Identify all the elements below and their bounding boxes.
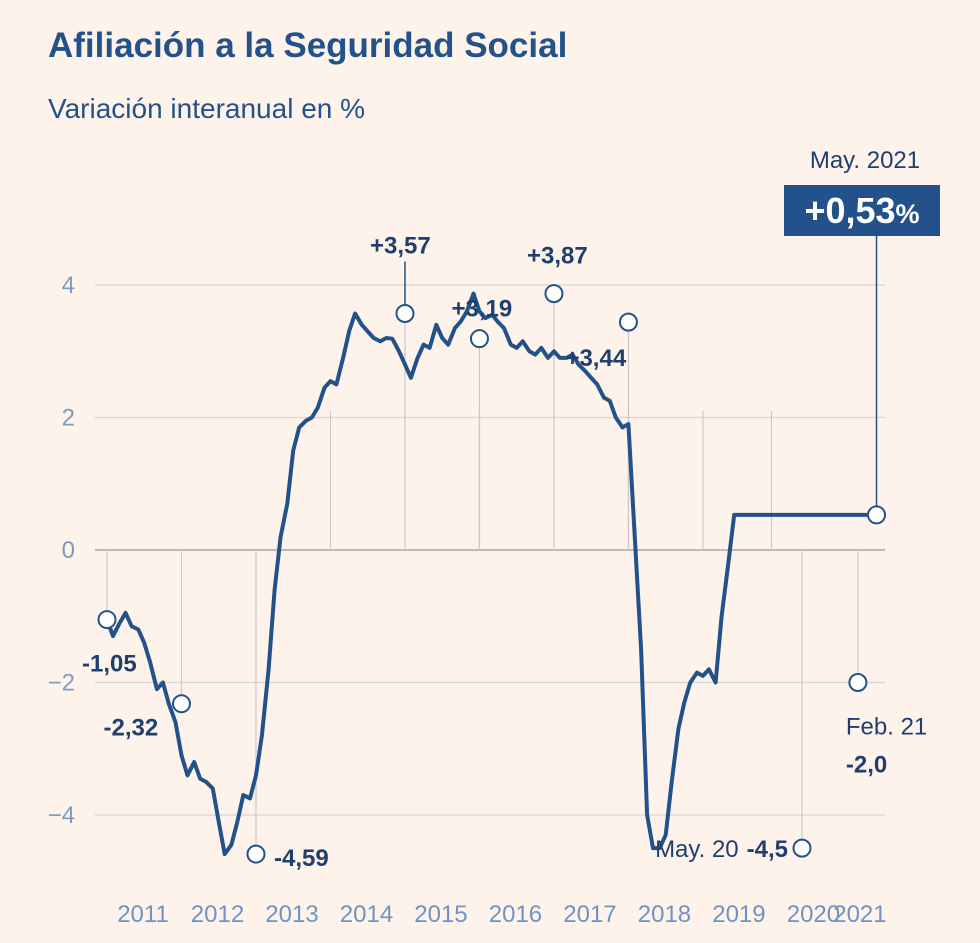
chart-subtitle: Variación interanual en % xyxy=(48,93,365,124)
highlight-text: +0,53% xyxy=(804,190,919,231)
marker-layer xyxy=(97,284,887,864)
chart-title: Afiliación a la Seguridad Social xyxy=(48,26,567,65)
annotation-layer: -1,05 -2,32 -4,59 +3,57 +3,19 +3,87 +3,44 May. … xyxy=(82,147,940,872)
grid xyxy=(95,284,885,855)
data-point-marker xyxy=(469,329,489,349)
x-tick-label: 2015 xyxy=(414,901,467,928)
annotation-value: -2,32 xyxy=(103,715,158,742)
data-point-marker xyxy=(618,312,638,332)
annotation-value: +3,44 xyxy=(565,345,626,372)
x-tick-label: 2021 xyxy=(833,901,886,928)
annotation-value: +3,19 xyxy=(451,296,512,323)
highlight-value: +0,53 xyxy=(804,190,895,231)
series-layer xyxy=(105,236,879,857)
y-tick-label: 4 xyxy=(62,272,75,299)
data-point-marker xyxy=(792,838,812,858)
highlight-period: May. 2021 xyxy=(810,147,920,174)
x-tick-label: 2012 xyxy=(191,901,244,928)
x-tick-label: 2013 xyxy=(265,901,318,928)
y-axis: 4 2 0 −2 −4 xyxy=(48,272,75,829)
y-tick-label: −2 xyxy=(48,670,75,697)
annotation-text: May. 20 -4,5 xyxy=(655,836,788,863)
x-tick-label: 2019 xyxy=(712,901,765,928)
x-tick-label: 2020 xyxy=(787,901,840,928)
data-point-marker xyxy=(848,673,868,692)
annotation-value: -4,59 xyxy=(274,845,329,872)
annotation-value: -1,05 xyxy=(82,651,137,678)
highlight-unit: % xyxy=(896,199,920,229)
x-tick-label: 2017 xyxy=(563,901,616,928)
highlight-box xyxy=(784,185,940,236)
annotation-period: Feb. 21 xyxy=(846,714,927,741)
x-tick-label: 2011 xyxy=(117,901,169,928)
data-point-marker xyxy=(395,303,415,323)
y-tick-label: 2 xyxy=(62,405,75,432)
data-point-marker xyxy=(867,505,887,525)
y-tick-label: −4 xyxy=(48,802,75,829)
data-point-marker xyxy=(97,610,117,630)
y-tick-label: 0 xyxy=(62,537,75,564)
x-tick-label: 2014 xyxy=(340,901,393,928)
x-tick-label: 2016 xyxy=(489,901,542,928)
x-axis: 2011 2012 2013 2014 2015 2016 2017 2018 2019 2020… xyxy=(117,901,886,928)
annotation-value: +3,57 xyxy=(370,232,431,259)
data-point-marker xyxy=(246,844,266,864)
annotation-period: May. 20 xyxy=(655,836,739,863)
annotation-value: +3,87 xyxy=(527,243,588,270)
annotation-value: -4,5 xyxy=(747,836,788,863)
annotation-value: -2,0 xyxy=(846,752,887,779)
x-tick-label: 2018 xyxy=(638,901,691,928)
data-point-marker xyxy=(544,284,564,304)
data-point-marker xyxy=(171,694,191,714)
series-line xyxy=(105,291,879,857)
